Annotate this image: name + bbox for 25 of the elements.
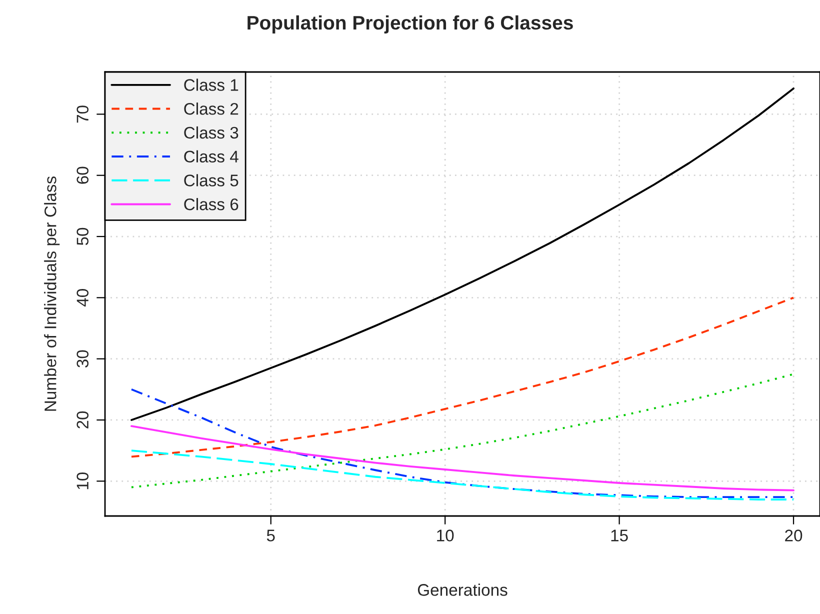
y-tick-label: 60	[76, 166, 89, 184]
y-tick-label: 10	[76, 472, 89, 490]
y-tick-label: 40	[76, 289, 89, 307]
line-series	[130, 296, 794, 458]
legend-label: Class 5	[184, 174, 238, 186]
legend-label: Class 2	[184, 102, 238, 115]
y-tick-label: 20	[76, 411, 89, 428]
line-series	[130, 388, 794, 498]
y-tick-label: 30	[76, 350, 89, 368]
line-series	[130, 373, 794, 488]
chart-title: Population Projection for 6 Classes	[248, 15, 573, 34]
x-tick-label: 5	[266, 530, 275, 542]
y-tick-label: 50	[76, 228, 89, 246]
legend-label: Class 6	[184, 198, 238, 210]
legend-label: Class 4	[184, 150, 238, 163]
x-axis-title: Generations	[418, 584, 508, 596]
legend-label: Class 1	[184, 78, 238, 91]
legend-label: Class 3	[184, 126, 238, 139]
y-axis-title: Number of Individuals per Class	[44, 176, 60, 411]
x-tick-label: 20	[785, 530, 802, 542]
line-series	[130, 450, 794, 500]
x-tick-label: 15	[611, 530, 628, 542]
y-tick-label: 70	[76, 106, 89, 123]
x-tick-label: 10	[437, 530, 454, 542]
line-series	[130, 425, 794, 492]
